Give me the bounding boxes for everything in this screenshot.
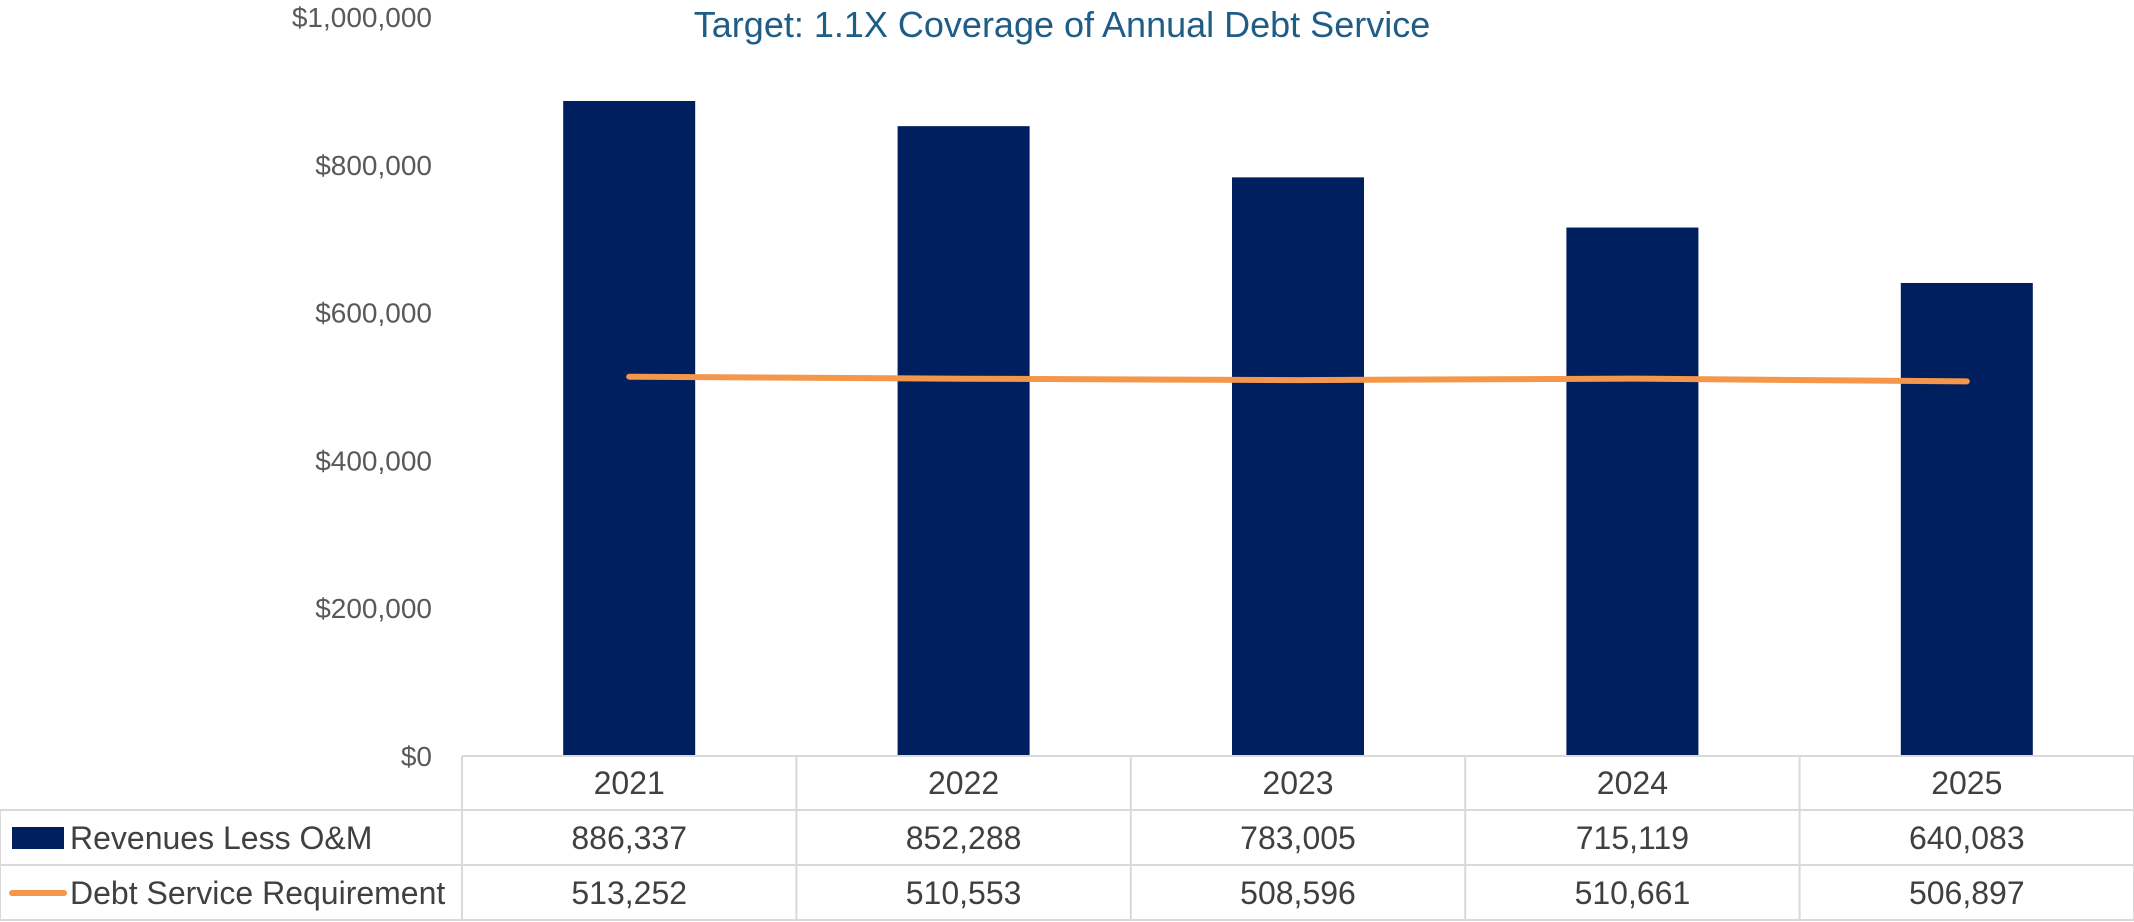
y-tick-label: $400,000: [315, 445, 432, 476]
table-value-revenues: 886,337: [571, 820, 687, 856]
bar-2024: [1566, 227, 1699, 757]
table-value-debt-service: 510,661: [1575, 875, 1691, 911]
data-table-grid: [0, 755, 2134, 921]
bar-2023: [1232, 177, 1364, 756]
table-value-debt-service: 506,897: [1909, 875, 2025, 911]
y-tick-label: $0: [401, 741, 432, 772]
y-tick-label: $200,000: [315, 593, 432, 624]
bar-2021: [563, 100, 696, 757]
debt-service-line: [626, 373, 1970, 385]
bar-2022: [897, 126, 1030, 756]
x-category-label: 2025: [1931, 765, 2002, 801]
x-category-label: 2023: [1262, 765, 1333, 801]
bar-series-revenues-less-om: [563, 100, 2033, 757]
table-value-debt-service: 513,252: [571, 875, 687, 911]
table-value-revenues: 640,083: [1909, 820, 2025, 856]
table-value-debt-service: 508,596: [1240, 875, 1356, 911]
table-value-revenues: 783,005: [1240, 820, 1356, 856]
x-category-label: 2024: [1597, 765, 1668, 801]
bar-2025: [1900, 282, 2033, 756]
y-tick-label: $1,000,000: [292, 2, 432, 33]
x-category-label: 2021: [594, 765, 665, 801]
y-axis-labels: $0 $200,000 $400,000 $600,000 $800,000 $1,000…: [292, 2, 432, 772]
table-value-debt-service: 510,553: [906, 875, 1022, 911]
data-table-text: 2021 2022 2023 2024 2025 Revenues Less O&M Deb…: [9, 765, 2025, 911]
x-category-label: 2022: [928, 765, 999, 801]
chart-title: Target: 1.1X Coverage of Annual Debt Ser…: [694, 4, 1430, 45]
series-label-revenues-less-om: Revenues Less O&M: [70, 820, 372, 856]
y-tick-label: $600,000: [315, 298, 432, 329]
y-tick-label: $800,000: [315, 150, 432, 181]
series-label-debt-service-requirement: Debt Service Requirement: [70, 875, 445, 911]
table-value-revenues: 852,288: [906, 820, 1022, 856]
table-value-revenues: 715,119: [1576, 820, 1689, 856]
line-series-debt-service-requirement: [626, 373, 1970, 385]
legend-bar-key: [12, 827, 64, 849]
